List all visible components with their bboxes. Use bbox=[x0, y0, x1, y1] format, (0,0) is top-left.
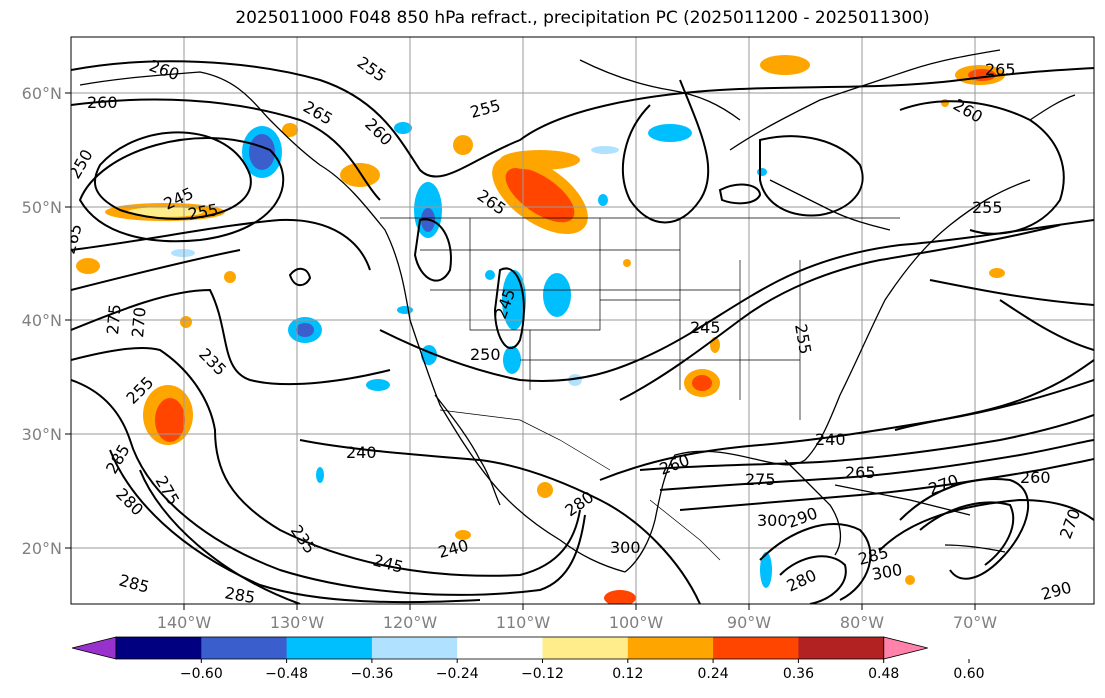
colorbar-tick-label: 0.36 bbox=[783, 666, 814, 682]
colorbar-bin bbox=[713, 637, 799, 659]
lon-label-120w: 120°W bbox=[383, 613, 438, 632]
contour-label: 275 bbox=[745, 470, 776, 489]
contour-label: 300 bbox=[757, 511, 788, 530]
contour-label: 240 bbox=[815, 430, 846, 449]
refractivity-contours bbox=[71, 60, 1094, 604]
colorbar-tick-label: 0.12 bbox=[612, 666, 643, 682]
colorbar-extend-max bbox=[883, 636, 928, 660]
contour-label: 285 bbox=[223, 583, 256, 607]
colorbar-extend-min bbox=[71, 636, 117, 660]
figure-title: 2025011000 F048 850 hPa refract., precip… bbox=[235, 8, 930, 28]
colorbar-bin bbox=[542, 637, 629, 659]
contour-label: 255 bbox=[972, 198, 1003, 217]
contour-label: 240 bbox=[346, 443, 377, 462]
lon-label-140w: 140°W bbox=[157, 613, 212, 632]
contour-label: 260 bbox=[87, 93, 118, 112]
colorbar-tick-label: −0.24 bbox=[436, 666, 479, 682]
latitude-labels: 60°N 50°N 40°N 30°N 20°N bbox=[22, 84, 71, 558]
lat-label-20n: 20°N bbox=[22, 539, 62, 558]
lon-label-130w: 130°W bbox=[270, 613, 325, 632]
colorbar-tick-label: −0.48 bbox=[265, 666, 308, 682]
colorbar-tick-label: −0.60 bbox=[180, 666, 223, 682]
longitude-labels: 140°W 130°W 120°W 110°W 100°W 90°W 80°W … bbox=[157, 604, 997, 632]
lat-label-60n: 60°N bbox=[22, 84, 62, 103]
colorbar-tick-label: 0.48 bbox=[868, 666, 899, 682]
lon-label-110w: 110°W bbox=[496, 613, 551, 632]
colorbar-tick-label: −0.36 bbox=[350, 666, 393, 682]
contour-label: 300 bbox=[610, 538, 641, 557]
contour-label: 265 bbox=[985, 60, 1016, 79]
contour-label: 250 bbox=[470, 345, 501, 364]
colorbar-bin bbox=[201, 637, 288, 659]
contour-label: 265 bbox=[845, 463, 876, 482]
colorbar-tick-label: 0.60 bbox=[953, 666, 984, 682]
lat-label-40n: 40°N bbox=[22, 311, 62, 330]
contour-label: 270 bbox=[128, 306, 150, 338]
colorbar-bin bbox=[286, 637, 373, 659]
colorbar-tick-label: −0.12 bbox=[521, 666, 564, 682]
contour-label: 245 bbox=[690, 318, 721, 337]
lat-label-50n: 50°N bbox=[22, 198, 62, 217]
lon-label-80w: 80°W bbox=[840, 613, 884, 632]
colorbar-bin bbox=[627, 637, 714, 659]
political-borders bbox=[380, 217, 900, 561]
colorbar-bin bbox=[116, 637, 202, 659]
colorbar-outline bbox=[115, 636, 885, 660]
colorbar: −0.60 −0.48 −0.36 −0.24 −0.12 0.12 0.24 0.36 0.4… bbox=[71, 636, 985, 682]
colorbar-bin bbox=[457, 637, 543, 659]
contour-label: 260 bbox=[1020, 468, 1051, 487]
colorbar-tick-label: 0.24 bbox=[698, 666, 729, 682]
contour-label: 275 bbox=[103, 303, 125, 335]
lat-label-30n: 30°N bbox=[22, 425, 62, 444]
colorbar-bin bbox=[798, 637, 885, 659]
lon-label-70w: 70°W bbox=[953, 613, 997, 632]
lon-label-90w: 90°W bbox=[727, 613, 771, 632]
lon-label-100w: 100°W bbox=[609, 613, 664, 632]
colorbar-bin bbox=[371, 637, 458, 659]
